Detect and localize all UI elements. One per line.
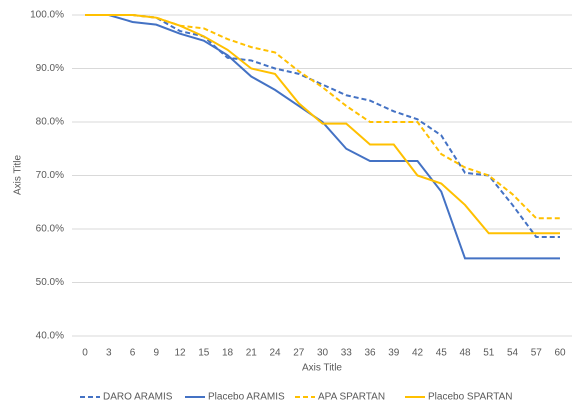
x-tick-label: 24	[269, 348, 281, 359]
x-tick-label: 12	[174, 348, 186, 359]
series-line	[85, 14, 560, 239]
legend-label: DARO ARAMIS	[103, 392, 173, 403]
y-tick-label: 90.0%	[36, 63, 64, 74]
x-tick-label: 42	[412, 348, 424, 359]
y-tick-label: 80.0%	[36, 117, 64, 128]
legend-label: Placebo SPARTAN	[428, 392, 512, 403]
x-tick-label: 51	[483, 348, 495, 359]
x-tick-label: 48	[459, 348, 471, 359]
x-tick-label: 33	[341, 348, 353, 359]
x-tick-label: 6	[130, 348, 136, 359]
x-tick-label: 45	[436, 348, 448, 359]
x-tick-label: 54	[507, 348, 519, 359]
x-tick-label: 3	[106, 348, 112, 359]
y-tick-label: 60.0%	[36, 224, 64, 235]
y-tick-label: 50.0%	[36, 277, 64, 288]
y-tick-label: 70.0%	[36, 170, 64, 181]
x-tick-label: 60	[554, 348, 566, 359]
x-tick-label: 0	[82, 348, 88, 359]
x-tick-label: 15	[198, 348, 210, 359]
x-axis-title: Axis Title	[302, 363, 342, 374]
x-tick-label: 57	[531, 348, 543, 359]
x-tick-label: 39	[388, 348, 400, 359]
x-tick-label: 36	[364, 348, 376, 359]
series-line	[85, 14, 560, 260]
x-tick-label: 18	[222, 348, 234, 359]
x-tick-label: 21	[246, 348, 258, 359]
y-tick-label: 40.0%	[36, 331, 64, 342]
legend-label: APA SPARTAN	[318, 392, 385, 403]
x-tick-label: 9	[153, 348, 159, 359]
series-line	[85, 14, 560, 235]
x-tick-label: 27	[293, 348, 305, 359]
y-tick-label: 100.0%	[30, 10, 64, 21]
legend-label: Placebo ARAMIS	[208, 392, 285, 403]
y-axis-title: Axis Title	[13, 155, 24, 195]
series-line	[85, 14, 560, 220]
x-tick-label: 30	[317, 348, 329, 359]
